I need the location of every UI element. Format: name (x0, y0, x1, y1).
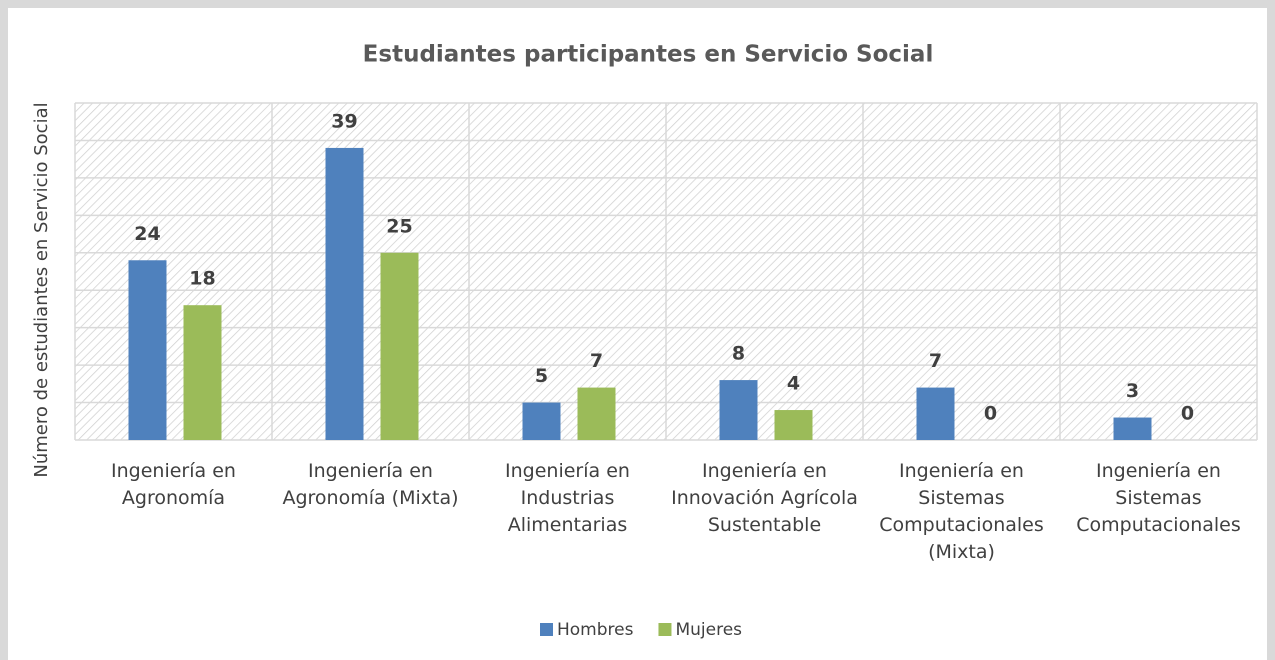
x-tick-label-box: Ingeniería en Industrias Alimentarias (505, 460, 630, 536)
x-tick-label: Ingeniería en Sistemas Computacionales (… (879, 460, 1044, 563)
legend-label: Mujeres (675, 620, 742, 640)
data-label: 7 (590, 350, 603, 372)
x-tick-label-box: Ingeniería en Innovación Agrícola Susten… (671, 460, 858, 536)
legend-label: Hombres (557, 620, 634, 640)
bar (577, 387, 616, 440)
data-label: 8 (732, 343, 745, 365)
x-tick-label-box: Ingeniería en Agronomía (111, 460, 236, 509)
legend-swatch (658, 623, 672, 636)
data-label: 24 (134, 223, 160, 245)
x-tick-label: Ingeniería en Innovación Agrícola Susten… (671, 460, 858, 536)
bar (719, 380, 758, 440)
bar (380, 252, 419, 440)
data-label: 18 (189, 268, 215, 290)
data-label: 4 (787, 373, 800, 395)
x-tick-label-box: Ingeniería en Sistemas Computacionales (1076, 460, 1241, 536)
data-label: 7 (929, 350, 942, 372)
x-tick-label: Ingeniería en Agronomía (Mixta) (282, 460, 459, 509)
data-label: 5 (535, 365, 548, 387)
legend-swatch (540, 623, 553, 636)
y-axis-label: Número de estudiantes en Servicio Social (31, 102, 52, 477)
x-tick-label-box: Ingeniería en Sistemas Computacionales (… (879, 460, 1044, 563)
data-label: 25 (386, 215, 412, 237)
bar (183, 305, 222, 440)
bar (128, 260, 167, 440)
x-tick-label: Ingeniería en Sistemas Computacionales (1076, 460, 1241, 536)
bar (916, 387, 955, 440)
x-tick-label: Ingeniería en Industrias Alimentarias (505, 460, 630, 536)
data-label: 39 (331, 110, 357, 132)
chart-title: Estudiantes participantes en Servicio So… (363, 42, 934, 68)
bar (774, 410, 813, 440)
data-label: 0 (984, 403, 997, 425)
data-label: 0 (1181, 403, 1194, 425)
data-label: 3 (1126, 380, 1139, 402)
x-tick-label-box: Ingeniería en Agronomía (Mixta) (282, 460, 459, 509)
bar (522, 402, 561, 440)
bar (325, 147, 364, 440)
bar (1113, 417, 1152, 440)
x-tick-label: Ingeniería en Agronomía (111, 460, 236, 509)
